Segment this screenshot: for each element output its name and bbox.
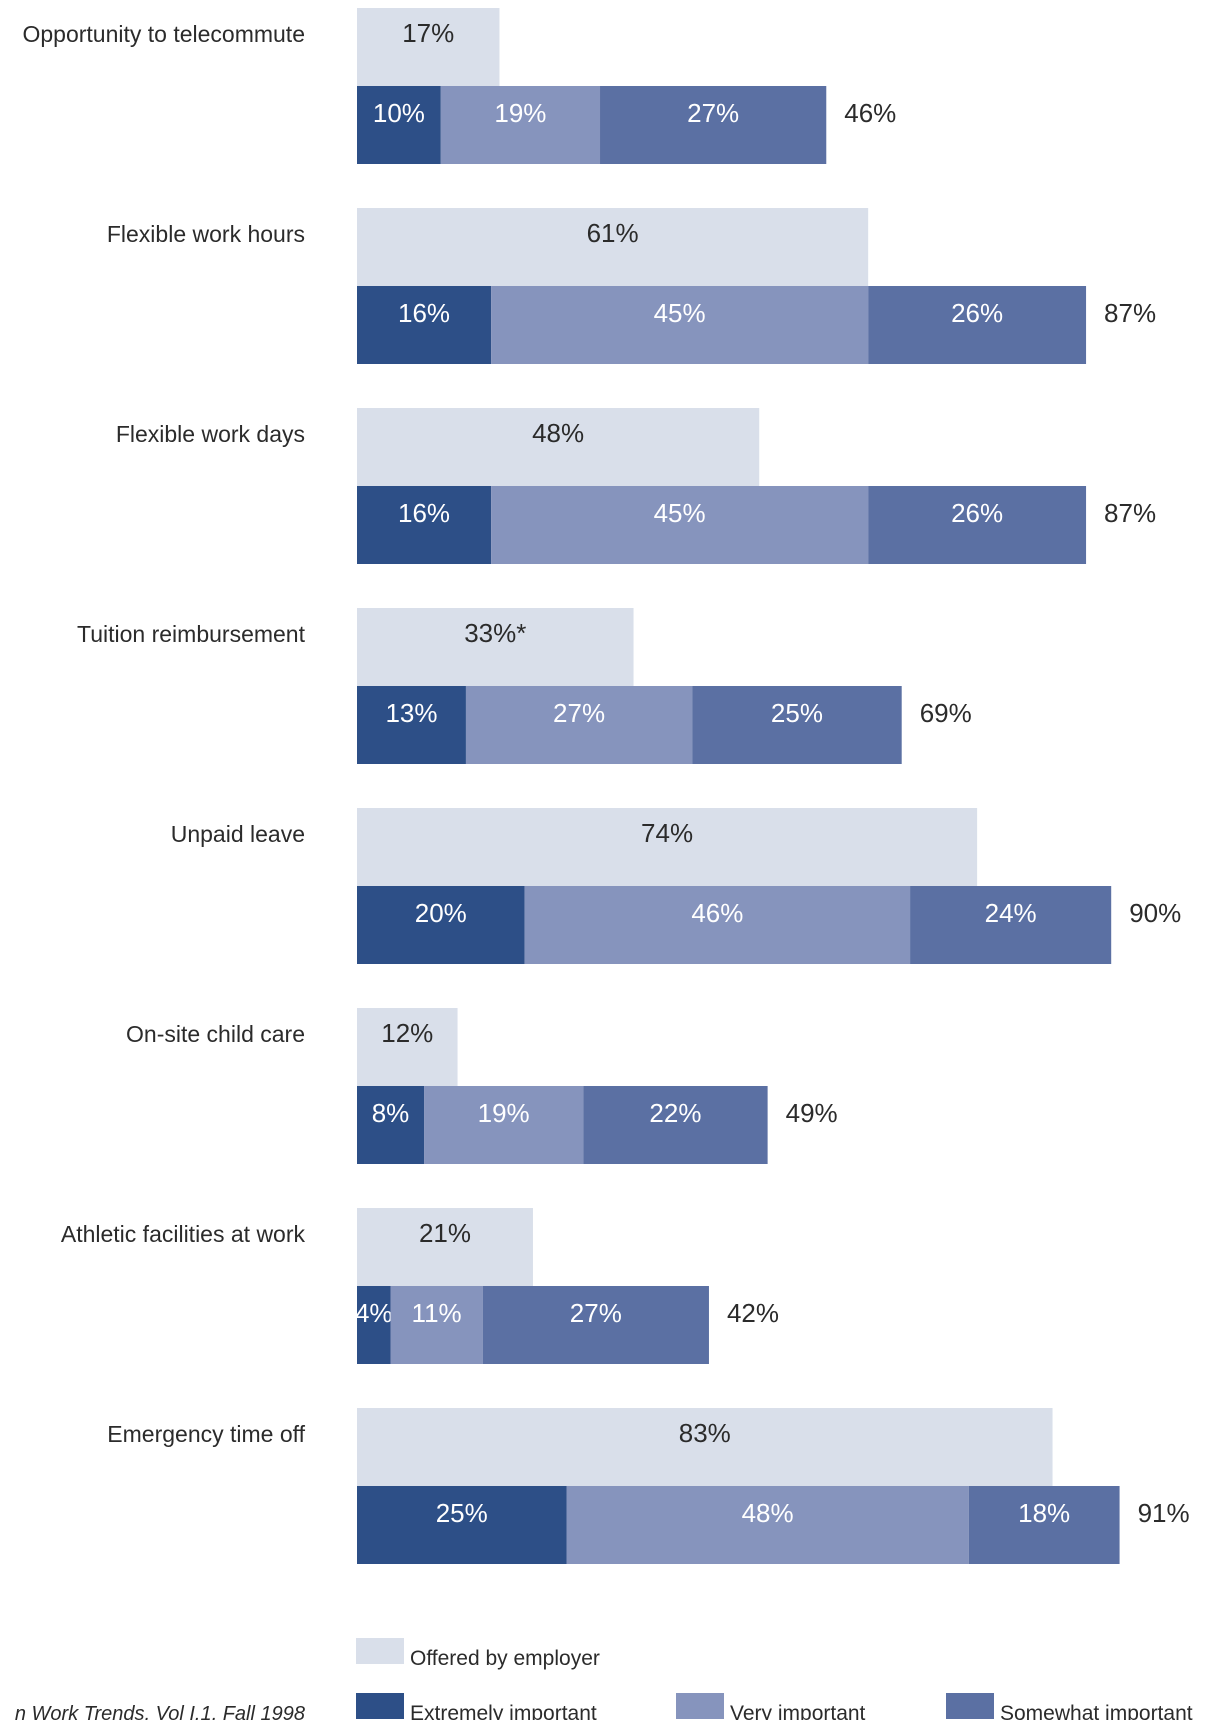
legend-label-offered: Offered by employer bbox=[410, 1647, 600, 1670]
extremely-important-label-unpaid-leave: 20% bbox=[415, 898, 467, 928]
total-label-opportunity-to-telecommute: 46% bbox=[844, 98, 896, 128]
total-label-on-site-child-care: 49% bbox=[786, 1098, 838, 1128]
category-label-emergency-time-off: Emergency time off bbox=[107, 1421, 305, 1447]
extremely-important-bar-flexible-work-days bbox=[357, 486, 492, 564]
offered-bar-unpaid-leave bbox=[357, 808, 978, 886]
somewhat-important-bar-flexible-work-hours bbox=[868, 286, 1087, 364]
somewhat-important-label-flexible-work-hours: 26% bbox=[951, 298, 1003, 328]
somewhat-important-label-emergency-time-off: 18% bbox=[1018, 1498, 1070, 1528]
somewhat-important-bar-opportunity-to-telecommute bbox=[600, 86, 827, 164]
very-important-bar-emergency-time-off bbox=[566, 1486, 969, 1564]
offered-label-athletic-facilities-at-work: 21% bbox=[419, 1218, 471, 1248]
category-label-on-site-child-care: On-site child care bbox=[126, 1021, 305, 1047]
legend-swatch-somewhat-important bbox=[946, 1693, 994, 1719]
extremely-important-bar-tuition-reimbursement bbox=[357, 686, 466, 764]
category-label-flexible-work-hours: Flexible work hours bbox=[107, 221, 305, 247]
extremely-important-label-tuition-reimbursement: 13% bbox=[385, 698, 437, 728]
legend: Offered by employer Extremely important … bbox=[356, 1638, 1193, 1720]
offered-bar-athletic-facilities-at-work bbox=[357, 1208, 533, 1286]
very-important-bar-flexible-work-days bbox=[491, 486, 869, 564]
somewhat-important-label-on-site-child-care: 22% bbox=[649, 1098, 701, 1128]
bars-group: Opportunity to telecommute 17% 10% 19% 27% 46… bbox=[22, 8, 1190, 1564]
somewhat-important-label-athletic-facilities-at-work: 27% bbox=[570, 1298, 622, 1328]
somewhat-important-label-unpaid-leave: 24% bbox=[985, 898, 1037, 928]
very-important-label-unpaid-leave: 46% bbox=[691, 898, 743, 928]
offered-label-opportunity-to-telecommute: 17% bbox=[402, 18, 454, 48]
very-important-label-emergency-time-off: 48% bbox=[742, 1498, 794, 1528]
very-important-bar-unpaid-leave bbox=[524, 886, 911, 964]
legend-label-extremely-important: Extremely important bbox=[410, 1702, 597, 1720]
extremely-important-label-on-site-child-care: 8% bbox=[372, 1098, 410, 1128]
extremely-important-label-emergency-time-off: 25% bbox=[436, 1498, 488, 1528]
somewhat-important-bar-tuition-reimbursement bbox=[692, 686, 902, 764]
total-label-unpaid-leave: 90% bbox=[1129, 898, 1181, 928]
offered-bar-flexible-work-hours bbox=[357, 208, 869, 286]
category-label-flexible-work-days: Flexible work days bbox=[116, 421, 305, 447]
somewhat-important-label-flexible-work-days: 26% bbox=[951, 498, 1003, 528]
extremely-important-label-flexible-work-days: 16% bbox=[398, 498, 450, 528]
very-important-bar-on-site-child-care bbox=[424, 1086, 584, 1164]
extremely-important-bar-on-site-child-care bbox=[357, 1086, 425, 1164]
very-important-label-flexible-work-hours: 45% bbox=[654, 298, 706, 328]
extremely-important-bar-opportunity-to-telecommute bbox=[357, 86, 441, 164]
offered-label-unpaid-leave: 74% bbox=[641, 818, 693, 848]
offered-bar-opportunity-to-telecommute bbox=[357, 8, 500, 86]
very-important-bar-opportunity-to-telecommute bbox=[440, 86, 601, 164]
very-important-bar-athletic-facilities-at-work bbox=[390, 1286, 483, 1364]
total-label-athletic-facilities-at-work: 42% bbox=[727, 1298, 779, 1328]
offered-bar-on-site-child-care bbox=[357, 1008, 458, 1086]
very-important-label-on-site-child-care: 19% bbox=[478, 1098, 530, 1128]
legend-swatch-very-important bbox=[676, 1693, 724, 1719]
extremely-important-bar-athletic-facilities-at-work bbox=[357, 1286, 391, 1364]
offered-bar-flexible-work-days bbox=[357, 408, 760, 486]
extremely-important-label-flexible-work-hours: 16% bbox=[398, 298, 450, 328]
offered-label-on-site-child-care: 12% bbox=[381, 1018, 433, 1048]
category-label-athletic-facilities-at-work: Athletic facilities at work bbox=[61, 1221, 306, 1247]
category-label-tuition-reimbursement: Tuition reimbursement bbox=[77, 621, 306, 647]
category-label-unpaid-leave: Unpaid leave bbox=[171, 821, 305, 847]
source-note: n Work Trends, Vol I.1, Fall 1998 bbox=[15, 1703, 305, 1720]
total-label-flexible-work-days: 87% bbox=[1104, 498, 1156, 528]
legend-label-somewhat-important: Somewhat important bbox=[1000, 1702, 1193, 1720]
total-label-tuition-reimbursement: 69% bbox=[920, 698, 972, 728]
total-label-emergency-time-off: 91% bbox=[1138, 1498, 1190, 1528]
legend-swatch-offered bbox=[356, 1638, 404, 1664]
extremely-important-label-athletic-facilities-at-work: 4% bbox=[355, 1298, 393, 1328]
extremely-important-bar-unpaid-leave bbox=[357, 886, 525, 964]
somewhat-important-label-opportunity-to-telecommute: 27% bbox=[687, 98, 739, 128]
somewhat-important-bar-flexible-work-days bbox=[868, 486, 1087, 564]
very-important-label-opportunity-to-telecommute: 19% bbox=[494, 98, 546, 128]
very-important-bar-tuition-reimbursement bbox=[465, 686, 693, 764]
somewhat-important-label-tuition-reimbursement: 25% bbox=[771, 698, 823, 728]
legend-label-very-important: Very important bbox=[730, 1702, 866, 1720]
very-important-label-athletic-facilities-at-work: 11% bbox=[412, 1298, 462, 1328]
offered-bar-tuition-reimbursement bbox=[357, 608, 634, 686]
offered-label-flexible-work-hours: 61% bbox=[587, 218, 639, 248]
total-label-flexible-work-hours: 87% bbox=[1104, 298, 1156, 328]
very-important-label-flexible-work-days: 45% bbox=[654, 498, 706, 528]
extremely-important-bar-flexible-work-hours bbox=[357, 286, 492, 364]
somewhat-important-bar-unpaid-leave bbox=[910, 886, 1112, 964]
offered-label-tuition-reimbursement: 33%* bbox=[464, 618, 526, 648]
extremely-important-bar-emergency-time-off bbox=[357, 1486, 567, 1564]
somewhat-important-bar-on-site-child-care bbox=[583, 1086, 768, 1164]
category-label-opportunity-to-telecommute: Opportunity to telecommute bbox=[22, 21, 305, 47]
offered-bar-emergency-time-off bbox=[357, 1408, 1053, 1486]
offered-label-flexible-work-days: 48% bbox=[532, 418, 584, 448]
somewhat-important-bar-emergency-time-off bbox=[968, 1486, 1120, 1564]
very-important-bar-flexible-work-hours bbox=[491, 286, 869, 364]
very-important-label-tuition-reimbursement: 27% bbox=[553, 698, 605, 728]
offered-label-emergency-time-off: 83% bbox=[679, 1418, 731, 1448]
extremely-important-label-opportunity-to-telecommute: 10% bbox=[373, 98, 425, 128]
legend-swatch-extremely-important bbox=[356, 1693, 404, 1719]
somewhat-important-bar-athletic-facilities-at-work bbox=[482, 1286, 709, 1364]
